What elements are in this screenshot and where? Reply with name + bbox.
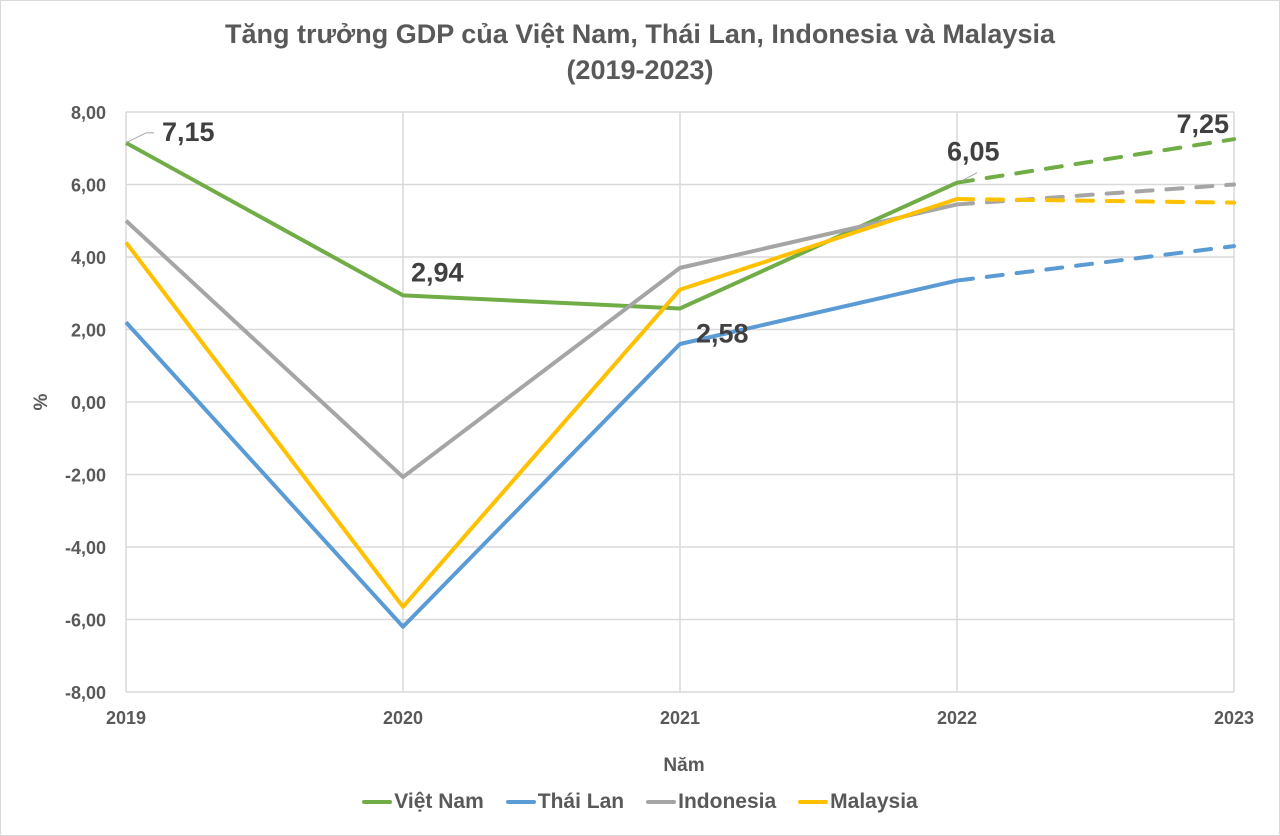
series-line — [124, 202, 958, 480]
y-tick-label: -6,00 — [65, 611, 106, 631]
y-tick-label: -2,00 — [65, 466, 106, 486]
series-line — [124, 197, 958, 609]
series-forecast-line — [955, 197, 1236, 205]
legend-swatch-icon — [362, 800, 393, 804]
y-tick-label: 8,00 — [71, 103, 106, 123]
y-tick-label: 2,00 — [71, 321, 106, 341]
data-label: 2,58 — [696, 318, 749, 348]
data-label: 7,25 — [1176, 109, 1229, 139]
x-tick-label: 2022 — [937, 708, 977, 728]
y-tick-label: -8,00 — [65, 683, 106, 703]
legend-label: Việt Nam — [394, 790, 484, 813]
x-tick-label: 2021 — [660, 708, 700, 728]
legend-item: Indonesia — [646, 790, 776, 814]
leader-line — [961, 172, 978, 182]
x-axis-title: Năm — [663, 755, 704, 776]
legend-swatch-icon — [505, 800, 536, 804]
y-tick-label: -4,00 — [65, 538, 106, 558]
x-tick-label: 2019 — [106, 708, 146, 728]
data-label: 2,94 — [411, 257, 464, 287]
series-forecast-line — [955, 244, 1236, 283]
series-forecast-line — [955, 137, 1236, 185]
chart-subtitle: (2019-2023) — [566, 55, 714, 85]
leader-line — [125, 132, 154, 144]
chart-title: Tăng trưởng GDP của Việt Nam, Thái Lan, … — [225, 19, 1055, 49]
legend-item: Thái Lan — [505, 790, 625, 814]
legend-swatch-icon — [646, 800, 677, 804]
legend: Việt Nam Thái Lan Indonesia Malaysia — [0, 790, 1280, 814]
legend-swatch-icon — [798, 800, 829, 804]
series-line — [124, 278, 958, 629]
series-line — [125, 141, 958, 311]
legend-label: Malaysia — [830, 790, 918, 813]
legend-item: Malaysia — [798, 790, 918, 814]
data-label: 6,05 — [947, 137, 1000, 167]
legend-label: Thái Lan — [537, 790, 625, 813]
x-tick-label: 2023 — [1214, 708, 1254, 728]
y-tick-label: 4,00 — [71, 248, 106, 268]
y-tick-label: 0,00 — [71, 393, 106, 413]
legend-item: Việt Nam — [362, 790, 484, 814]
data-label: 7,15 — [162, 117, 215, 147]
x-tick-label: 2020 — [383, 708, 423, 728]
y-tick-label: 6,00 — [71, 176, 106, 196]
y-axis-title: % — [31, 393, 52, 410]
legend-label: Indonesia — [678, 790, 777, 813]
